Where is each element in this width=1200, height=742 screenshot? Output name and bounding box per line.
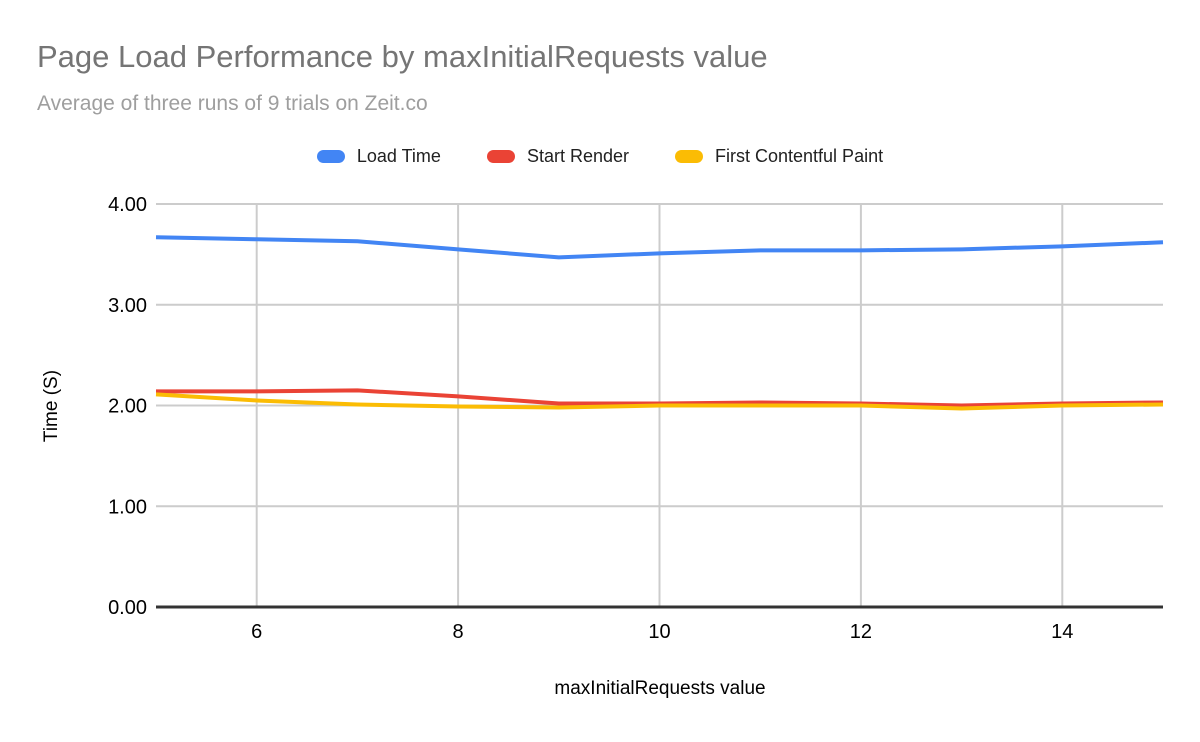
y-tick-label-2.00: 2.00: [108, 396, 147, 418]
legend-label-start-render: Start Render: [526, 145, 630, 166]
series-line-load-time: [155, 235, 1164, 260]
x-tick-label-8: 8: [453, 621, 464, 643]
chart-subtitle: Average of three runs of 9 trials on Zei…: [37, 92, 428, 115]
legend-label-first-contentful-paint: First Contentful Paint: [715, 145, 884, 166]
legend-item-load-time: Load Time: [316, 145, 441, 167]
x-tick-label-6: 6: [251, 621, 262, 643]
y-tick-label-0.00: 0.00: [108, 597, 147, 619]
legend-swatch-first-contentful-paint: [675, 149, 704, 163]
chart-title: Page Load Performance by maxInitialReque…: [37, 39, 768, 74]
y-tick-label-3.00: 3.00: [108, 295, 147, 317]
x-tick-label-12: 12: [850, 621, 872, 643]
x-tick-label-10: 10: [648, 621, 670, 643]
legend-swatch-start-render: [486, 149, 515, 163]
legend-swatch-load-time: [316, 149, 345, 163]
legend: Load Time Start Render First Contentful …: [0, 143, 1200, 169]
series-line-start-render: [156, 388, 1164, 408]
y-tick-label-1.00: 1.00: [108, 496, 147, 518]
legend-item-first-contentful-paint: First Contentful Paint: [675, 146, 883, 167]
y-axis-title-text: Time (S): [41, 369, 62, 443]
y-tick-label-4.00: 4.00: [108, 194, 147, 216]
series-line-first-contentful-paint: [155, 392, 1164, 411]
x-axis-title: maxInitialRequests value: [554, 678, 766, 699]
legend-item-start-render: Start Render: [486, 145, 630, 167]
x-tick-label-14: 14: [1051, 621, 1073, 643]
legend-label-load-time: Load Time: [356, 145, 441, 166]
